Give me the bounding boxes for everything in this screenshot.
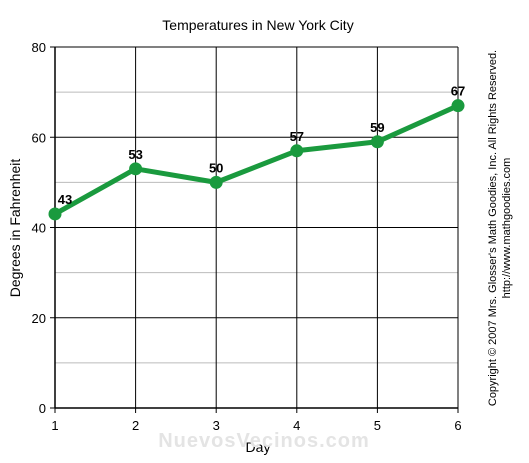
grid bbox=[54, 46, 459, 409]
series-line bbox=[53, 103, 460, 217]
chart-title: Temperatures in New York City bbox=[162, 17, 353, 33]
y-tick-label: 0 bbox=[39, 401, 46, 416]
data-point bbox=[290, 144, 304, 158]
data-label: 50 bbox=[209, 160, 223, 175]
data-label: 67 bbox=[451, 84, 465, 99]
y-axis-label: Degrees in Fahrenheit bbox=[7, 159, 23, 298]
x-tick-label: 5 bbox=[374, 418, 381, 433]
data-labels: 43 53 50 57 59 67 bbox=[58, 84, 465, 207]
x-axis-label: Day bbox=[246, 439, 271, 455]
data-point bbox=[370, 135, 384, 149]
x-tick-label: 1 bbox=[51, 418, 58, 433]
data-point bbox=[48, 207, 62, 221]
data-label: 53 bbox=[128, 147, 142, 162]
series-temperature bbox=[48, 99, 465, 221]
data-label: 57 bbox=[290, 129, 304, 144]
data-point bbox=[451, 99, 465, 113]
x-tick-label: 4 bbox=[293, 418, 300, 433]
data-point bbox=[209, 175, 223, 189]
y-tick-label: 80 bbox=[32, 40, 46, 55]
data-label: 43 bbox=[58, 192, 72, 207]
x-tick-label: 2 bbox=[132, 418, 139, 433]
x-tick-label: 6 bbox=[454, 418, 461, 433]
copyright-text: Copyright © 2007 Mrs. Glosser's Math Goo… bbox=[487, 50, 499, 406]
watermark: NuevosVecinos.com bbox=[158, 430, 370, 452]
data-label: 59 bbox=[370, 120, 384, 135]
x-tick-label: 3 bbox=[213, 418, 220, 433]
website-url: http://www.mathgoodies.com bbox=[501, 158, 513, 299]
tick-labels: 0 20 40 60 80 1 2 3 4 5 6 bbox=[32, 40, 462, 433]
y-tick-label: 20 bbox=[32, 311, 46, 326]
y-tick-label: 40 bbox=[32, 221, 46, 236]
y-tick-label: 60 bbox=[32, 130, 46, 145]
data-point bbox=[129, 162, 143, 176]
axes bbox=[50, 46, 459, 413]
